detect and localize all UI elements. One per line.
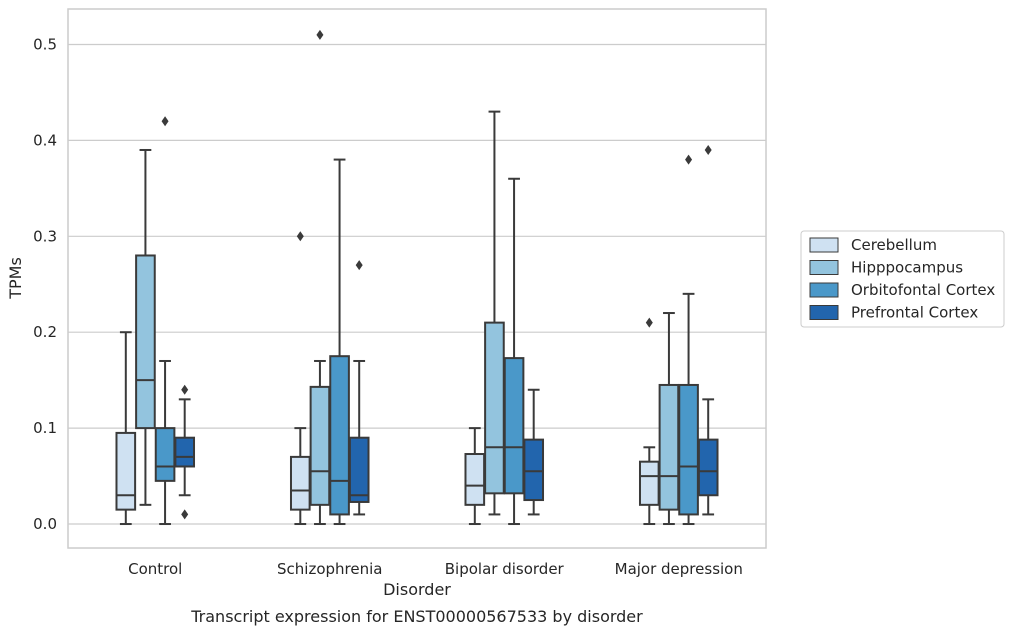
legend-frame: [800, 230, 1005, 328]
legend-label: Hipppocampus: [851, 259, 963, 277]
box-iqr: [309, 385, 331, 506]
y-tick-label: 0.5: [33, 35, 57, 53]
x-tick-label: Bipolar disorder: [445, 560, 565, 578]
box-group: [503, 177, 525, 526]
outlier-point: [355, 260, 363, 271]
x-axis-label: Disorder: [383, 580, 451, 599]
legend-label: Prefrontal Cortex: [851, 304, 978, 322]
box-iqr: [503, 357, 525, 495]
box-iqr: [678, 383, 699, 516]
legend-swatch: [809, 260, 839, 275]
box-iqr: [289, 455, 311, 511]
outlier-point: [296, 231, 304, 242]
box-group: [464, 427, 486, 526]
plot-area-frame: [67, 8, 767, 549]
x-tick-label: Schizophrenia: [277, 560, 382, 578]
y-axis-label: TPMs: [6, 257, 25, 300]
box-group: [154, 116, 176, 526]
box-group: [135, 148, 156, 506]
legend-swatch: [809, 237, 839, 253]
x-tick-label: Control: [128, 560, 182, 578]
y-tick-label: 0.4: [33, 131, 57, 149]
box-group: [697, 144, 719, 516]
box-iqr: [329, 355, 350, 516]
box-iqr: [115, 431, 137, 511]
outlier-point: [685, 154, 693, 165]
x-tick-label: Major depression: [615, 560, 743, 578]
box-group: [115, 331, 137, 526]
box-iqr: [484, 321, 505, 495]
outlier-point: [181, 509, 189, 520]
box-iqr: [464, 453, 486, 506]
outlier-point: [645, 317, 653, 328]
chart-title: Transcript expression for ENST0000056753…: [190, 607, 643, 626]
box-iqr: [348, 436, 370, 503]
box-group: [484, 110, 505, 516]
legend-label: Orbitofontal Cortex: [851, 281, 995, 299]
y-axis-ticks: 0.0 0.1 0.2 0.3 0.4 0.5: [33, 35, 57, 533]
legend: Cerebellum Hipppocampus Orbitofontal Corte…: [800, 230, 1005, 328]
box-iqr: [135, 254, 156, 430]
box-iqr: [658, 383, 680, 511]
legend-swatch: [809, 282, 839, 298]
box-group: [658, 312, 680, 526]
box-group: [289, 231, 311, 526]
boxes: [115, 29, 719, 526]
box-group: [309, 29, 331, 526]
box-group: [174, 384, 196, 520]
box-group: [348, 260, 370, 516]
legend-items: Cerebellum Hipppocampus Orbitofontal Corte…: [809, 236, 995, 322]
y-tick-label: 0.1: [33, 419, 57, 437]
box-iqr: [523, 438, 545, 502]
outlier-point: [704, 144, 712, 155]
legend-label: Cerebellum: [851, 236, 937, 254]
box-group: [678, 154, 699, 526]
box-group: [523, 388, 545, 516]
outlier-point: [181, 384, 189, 395]
legend-swatch: [809, 305, 839, 320]
box-iqr: [697, 438, 719, 497]
box-iqr: [638, 460, 660, 506]
box-group: [638, 317, 660, 526]
box-iqr: [174, 436, 196, 468]
y-tick-label: 0.0: [33, 515, 57, 533]
y-tick-label: 0.3: [33, 227, 57, 245]
outlier-point: [161, 116, 169, 127]
outlier-point: [316, 29, 324, 40]
y-tick-label: 0.2: [33, 323, 57, 341]
x-axis-ticks: Control Schizophrenia Bipolar disorder Majo…: [128, 560, 743, 578]
box-iqr: [154, 427, 176, 482]
box-group: [329, 158, 350, 526]
